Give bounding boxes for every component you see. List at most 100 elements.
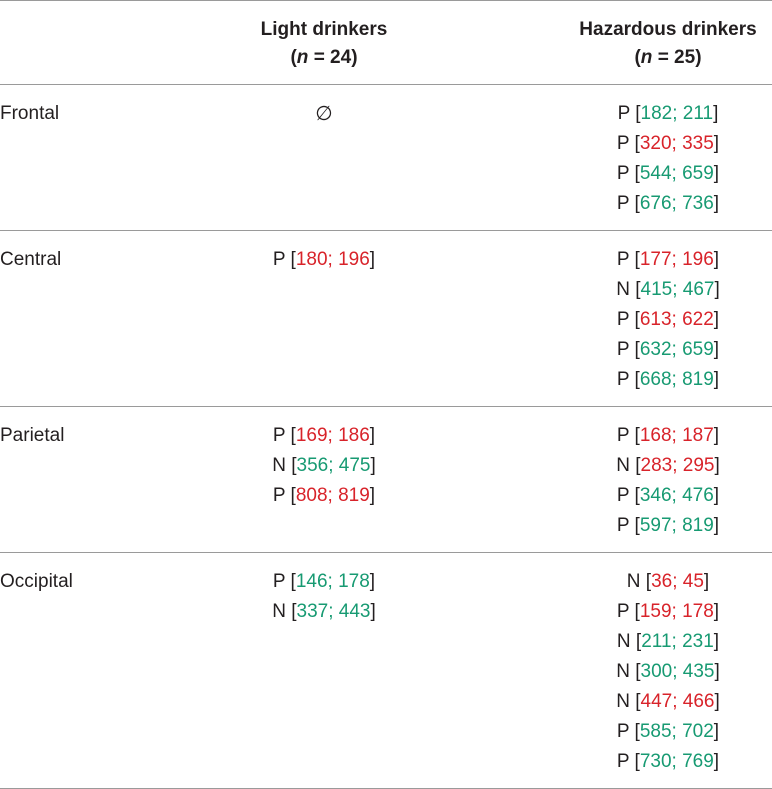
region-label: Frontal bbox=[0, 103, 60, 124]
interval-entry: N [447; 466] bbox=[616, 691, 720, 712]
row-rule bbox=[0, 230, 772, 231]
header-light-drinkers: Light drinkers (n = 24) bbox=[224, 16, 424, 72]
interval-end: 335 bbox=[682, 133, 714, 154]
light-drinkers-cell: P [169; 186] N [356; 475] P [808; 819] bbox=[224, 421, 424, 511]
interval-start: 356 bbox=[296, 455, 329, 476]
polarity-label: P bbox=[616, 193, 630, 214]
interval-entry: P [597; 819] bbox=[616, 515, 720, 536]
light-drinkers-cell: P [180; 196] bbox=[224, 245, 424, 275]
interval-start: 808 bbox=[295, 485, 328, 506]
interval-start: 632 bbox=[639, 339, 672, 360]
header-light-title: Light drinkers bbox=[260, 19, 388, 40]
row-rule bbox=[0, 406, 772, 407]
interval-start: 169 bbox=[295, 425, 328, 446]
polarity-label: P bbox=[272, 425, 286, 446]
interval-entry: N [337; 443] bbox=[272, 601, 376, 622]
interval-entry: P [808; 819] bbox=[272, 485, 376, 506]
interval-end: 659 bbox=[682, 163, 714, 184]
interval-entry: P [632; 659] bbox=[616, 339, 720, 360]
interval-end: 659 bbox=[682, 339, 714, 360]
polarity-label: P bbox=[616, 721, 630, 742]
polarity-label: N bbox=[616, 661, 630, 682]
polarity-label: P bbox=[616, 369, 630, 390]
interval-entry: P [182; 211] bbox=[617, 103, 719, 124]
interval-end: 702 bbox=[682, 721, 714, 742]
region-label: Occipital bbox=[0, 571, 73, 592]
light-drinkers-cell: ∅ bbox=[224, 99, 424, 129]
interval-start: 544 bbox=[639, 163, 672, 184]
polarity-label: P bbox=[616, 425, 630, 446]
polarity-label: N bbox=[272, 601, 286, 622]
polarity-label: P bbox=[272, 571, 286, 592]
interval-start: 168 bbox=[639, 425, 672, 446]
polarity-label: P bbox=[272, 485, 286, 506]
interval-entry: P [668; 819] bbox=[616, 369, 720, 390]
hazardous-drinkers-cell: P [177; 196] N [415; 467] P [613; 622] P [6… bbox=[548, 245, 772, 395]
interval-end: 187 bbox=[682, 425, 714, 446]
interval-entry: N [36; 45] bbox=[626, 571, 710, 592]
interval-start: 300 bbox=[640, 661, 673, 682]
interval-end: 476 bbox=[682, 485, 714, 506]
header-hazardous-drinkers: Hazardous drinkers (n = 25) bbox=[548, 16, 772, 72]
interval-entry: P [320; 335] bbox=[616, 133, 720, 154]
interval-end: 819 bbox=[338, 485, 370, 506]
polarity-label: P bbox=[616, 133, 630, 154]
row-rule bbox=[0, 552, 772, 553]
interval-end: 435 bbox=[682, 661, 715, 682]
interval-end: 178 bbox=[338, 571, 370, 592]
interval-start: 668 bbox=[639, 369, 672, 390]
interval-start: 585 bbox=[639, 721, 672, 742]
interval-end: 819 bbox=[682, 515, 714, 536]
table-row-parietal: Parietal P [169; 186] N [356; 475] P [808; … bbox=[0, 407, 772, 552]
interval-end: 466 bbox=[682, 691, 715, 712]
polarity-label: N bbox=[616, 279, 630, 300]
polarity-label: N bbox=[616, 455, 630, 476]
polarity-label: P bbox=[616, 485, 630, 506]
interval-start: 415 bbox=[640, 279, 673, 300]
interval-end: 45 bbox=[682, 571, 704, 592]
top-rule bbox=[0, 0, 772, 1]
header-hazardous-n: (n = 25) bbox=[634, 47, 702, 68]
interval-entry: N [415; 467] bbox=[616, 279, 720, 300]
interval-start: 346 bbox=[639, 485, 672, 506]
polarity-label: N bbox=[272, 455, 286, 476]
interval-start: 337 bbox=[296, 601, 329, 622]
interval-start: 283 bbox=[640, 455, 673, 476]
polarity-label: P bbox=[617, 103, 630, 124]
interval-start: 146 bbox=[295, 571, 328, 592]
table-row-occipital: Occipital P [146; 178] N [337; 443] N [36; … bbox=[0, 553, 772, 788]
interval-entry: P [168; 187] bbox=[616, 425, 720, 446]
interval-start: 320 bbox=[639, 133, 672, 154]
interval-end: 819 bbox=[682, 369, 714, 390]
hazardous-drinkers-cell: N [36; 45] P [159; 178] N [211; 231] N [300… bbox=[548, 567, 772, 777]
interval-start: 180 bbox=[295, 249, 328, 270]
polarity-label: N bbox=[616, 631, 631, 652]
interval-end: 769 bbox=[682, 751, 714, 772]
interval-entry: P [676; 736] bbox=[616, 193, 720, 214]
interval-start: 730 bbox=[639, 751, 672, 772]
light-drinkers-cell: P [146; 178] N [337; 443] bbox=[224, 567, 424, 627]
polarity-label: N bbox=[616, 691, 630, 712]
interval-end: 443 bbox=[338, 601, 371, 622]
interval-entry: P [177; 196] bbox=[616, 249, 720, 270]
interval-entry: N [356; 475] bbox=[272, 455, 376, 476]
polarity-label: P bbox=[616, 601, 630, 622]
polarity-label: P bbox=[616, 309, 630, 330]
interval-entry: P [544; 659] bbox=[616, 163, 720, 184]
interval-start: 613 bbox=[639, 309, 672, 330]
interval-start: 447 bbox=[640, 691, 673, 712]
interval-entry: P [585; 702] bbox=[616, 721, 720, 742]
interval-end: 295 bbox=[682, 455, 715, 476]
polarity-label: P bbox=[616, 515, 630, 536]
interval-start: 597 bbox=[639, 515, 672, 536]
header-light-n: (n = 24) bbox=[290, 47, 358, 68]
polarity-label: P bbox=[616, 249, 630, 270]
region-label: Parietal bbox=[0, 425, 65, 446]
interval-end: 467 bbox=[682, 279, 715, 300]
interval-entry: P [346; 476] bbox=[616, 485, 720, 506]
interval-start: 177 bbox=[639, 249, 672, 270]
header-hazardous-title: Hazardous drinkers bbox=[579, 19, 757, 40]
interval-start: 211 bbox=[641, 631, 672, 652]
interval-entry: P [180; 196] bbox=[272, 249, 376, 270]
